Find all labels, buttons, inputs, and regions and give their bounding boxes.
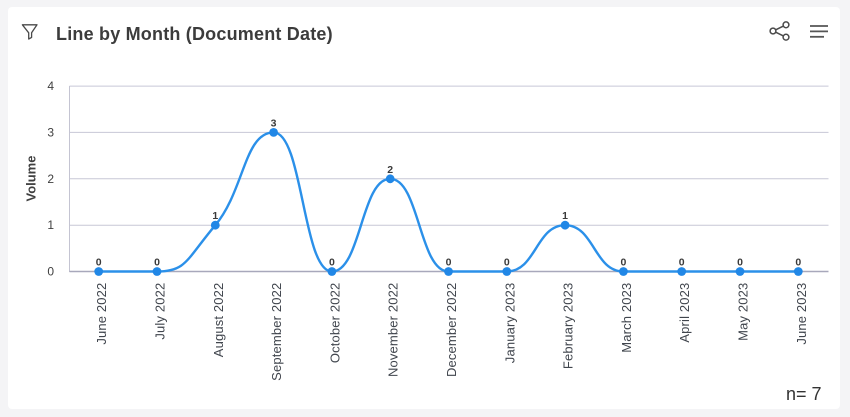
svg-text:2: 2 <box>47 172 54 186</box>
svg-text:June 2023: June 2023 <box>794 283 809 345</box>
svg-text:0: 0 <box>504 257 510 269</box>
svg-text:June 2022: June 2022 <box>94 283 109 345</box>
svg-text:August 2022: August 2022 <box>211 283 226 358</box>
svg-text:0: 0 <box>737 257 743 269</box>
svg-text:0: 0 <box>96 257 102 269</box>
svg-text:4: 4 <box>47 79 54 93</box>
svg-text:1: 1 <box>212 210 218 222</box>
svg-text:0: 0 <box>620 257 626 269</box>
svg-text:October 2022: October 2022 <box>327 283 342 364</box>
svg-text:1: 1 <box>47 218 54 232</box>
svg-text:0: 0 <box>795 257 801 269</box>
svg-text:0: 0 <box>679 257 685 269</box>
svg-text:0: 0 <box>329 257 335 269</box>
svg-text:1: 1 <box>562 210 568 222</box>
svg-text:0: 0 <box>154 257 160 269</box>
svg-text:Volume: Volume <box>24 156 39 202</box>
svg-text:March 2023: March 2023 <box>619 283 634 353</box>
svg-text:0: 0 <box>47 265 54 279</box>
svg-text:0: 0 <box>446 257 452 269</box>
svg-text:2: 2 <box>387 164 393 176</box>
svg-text:February 2023: February 2023 <box>561 283 576 370</box>
svg-text:3: 3 <box>271 117 277 129</box>
svg-text:May 2023: May 2023 <box>736 283 751 341</box>
svg-text:3: 3 <box>47 125 54 139</box>
svg-text:July 2022: July 2022 <box>153 283 168 340</box>
svg-text:December 2022: December 2022 <box>444 283 459 377</box>
svg-text:January 2023: January 2023 <box>502 283 517 364</box>
svg-text:November 2022: November 2022 <box>386 283 401 377</box>
svg-text:September 2022: September 2022 <box>269 283 284 381</box>
svg-text:April 2023: April 2023 <box>677 283 692 343</box>
